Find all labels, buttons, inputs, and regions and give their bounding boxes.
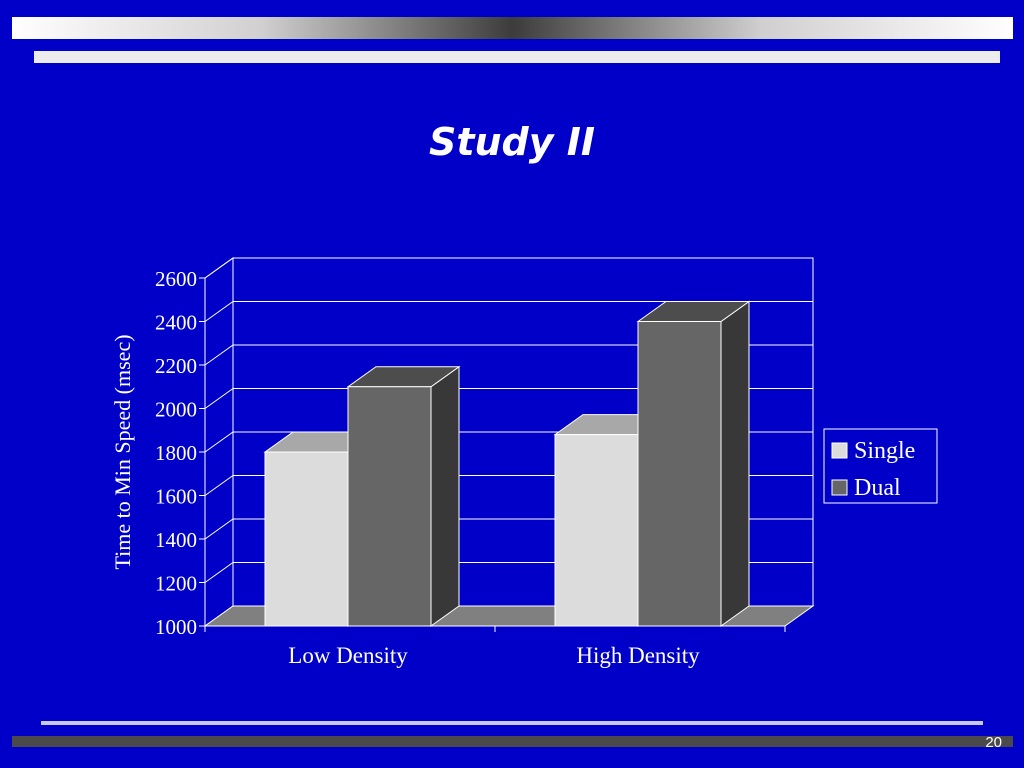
y-axis-title: Time to Min Speed (msec) (110, 334, 135, 569)
y-tick-label: 2000 (155, 398, 197, 422)
legend-swatch-single (831, 442, 848, 459)
footer-bar (12, 736, 1013, 747)
bar-side (720, 300, 750, 627)
bar-dual-low-density (346, 365, 461, 627)
bar-front (637, 321, 722, 627)
y-tick-label: 1400 (155, 528, 197, 552)
y-tick-label: 2400 (155, 311, 197, 335)
gridline (204, 301, 813, 322)
y-tick-label: 1800 (155, 441, 197, 465)
legend-box (823, 428, 938, 504)
header-gradient-bar (12, 17, 1013, 39)
header-rule (34, 51, 1000, 63)
legend-label-dual: Dual (854, 475, 901, 501)
gridline (204, 257, 813, 279)
y-tick-label: 1600 (155, 485, 197, 509)
gridline (204, 344, 813, 366)
bar-side (430, 365, 460, 627)
bar-front (554, 434, 639, 627)
y-tick-label: 2200 (155, 354, 197, 378)
x-axis-labels: Low Density High Density (288, 643, 700, 668)
bar-front (264, 451, 349, 627)
bar-front (347, 386, 432, 627)
slide-title: Study II (428, 120, 596, 164)
y-tick-label: 1000 (155, 615, 197, 639)
legend-swatch-dual (831, 479, 848, 496)
x-category-label: High Density (576, 643, 700, 668)
legend-label-single: Single (854, 438, 915, 464)
legend: Single Dual (823, 428, 938, 504)
bar-dual-high-density (636, 300, 751, 627)
x-category-label: Low Density (288, 643, 408, 668)
gridline (204, 388, 813, 409)
bars (263, 300, 751, 627)
page-number: 20 (985, 734, 1002, 751)
footer-rule (41, 721, 983, 725)
y-tick-label: 1200 (155, 572, 197, 596)
y-axis-ticks: 1000 1200 1400 1600 1800 2000 2200 2400 2600 (155, 267, 786, 639)
y-tick-label: 2600 (155, 267, 197, 291)
